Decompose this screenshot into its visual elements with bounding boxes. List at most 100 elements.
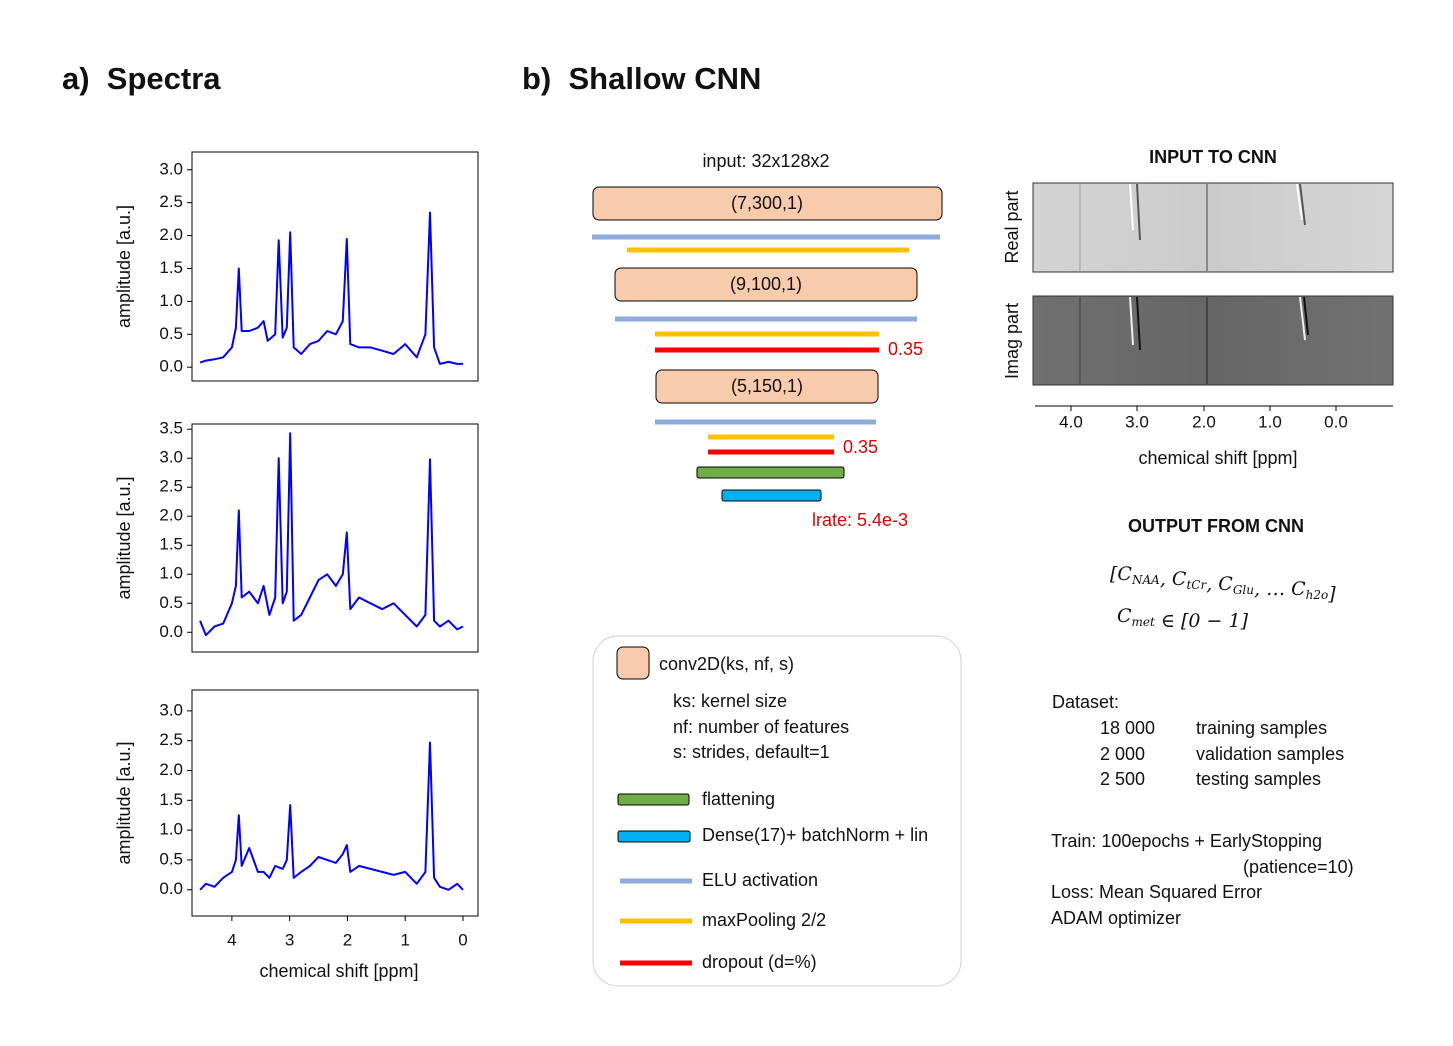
legend-text: flattening — [702, 789, 775, 809]
flatten-layer — [696, 466, 845, 479]
dropout-label: 0.35 — [843, 437, 878, 457]
formula-part: C — [1117, 563, 1132, 585]
imag-image-features — [1079, 296, 1309, 384]
y-tick-label: 0.0 — [159, 879, 183, 898]
panel-a-title: a) Spectra — [62, 61, 221, 96]
formula: [CNAA, CtCr, CGlu, … Ch2o] — [1110, 563, 1336, 605]
input-title: INPUT TO CNN — [1149, 147, 1277, 167]
formula-sub: tCr — [1186, 578, 1207, 592]
y-tick-label: 0.0 — [159, 622, 183, 641]
y-tick-label: 1.0 — [159, 291, 183, 310]
formula-part: ] — [1327, 583, 1336, 605]
training-text: Train: 100epochs + EarlyStopping — [1051, 831, 1322, 851]
training-text: ADAM optimizer — [1051, 908, 1181, 928]
dense-layer — [721, 489, 822, 502]
spectrum-line — [199, 432, 464, 637]
plot-frame — [191, 423, 479, 653]
y-tick-label: 3.5 — [159, 419, 183, 438]
y-tick-label: 2.5 — [159, 477, 183, 496]
output: OUTPUT FROM CNN [CNAA, CtCr, CGlu, … Ch2… — [1110, 516, 1336, 632]
x-tick-label: 3 — [285, 930, 294, 949]
y-tick-label: 2.5 — [159, 730, 183, 749]
dataset: Dataset: 18 000 training samples 2 000 v… — [1051, 692, 1354, 928]
legend-swatch — [617, 793, 690, 806]
conv-label: (5,150,1) — [731, 376, 803, 396]
y-tick-label: 0.5 — [159, 324, 183, 343]
y-tick-label: 3.0 — [159, 159, 183, 178]
image-tick-label: 0.0 — [1324, 412, 1348, 431]
y-tick-label: 1.0 — [159, 820, 183, 839]
formula-part: ∈ [0 − 1] — [1155, 610, 1249, 632]
y-axis-label: amplitude [a.u.] — [114, 205, 134, 328]
dataset-kind: training samples — [1196, 718, 1327, 738]
spectrum-line — [199, 211, 463, 365]
plot-frame — [191, 151, 479, 382]
y-tick-label: 1.0 — [159, 564, 183, 583]
image-ticks: 4.0 3.0 2.0 1.0 0.0 — [1059, 406, 1348, 431]
y-tick-label: 1.5 — [159, 535, 183, 554]
legend-note: s: strides, default=1 — [673, 742, 830, 762]
real-image-features — [1079, 183, 1306, 271]
legend-box — [592, 635, 962, 987]
input-label: input: 32x128x2 — [702, 151, 829, 171]
dataset-count: 18 000 — [1100, 718, 1155, 738]
panel-b-title: b) Shallow CNN — [522, 61, 761, 96]
formula-part: C — [1117, 605, 1132, 627]
dataset-kind: validation samples — [1196, 744, 1344, 764]
image-tick-label: 4.0 — [1059, 412, 1083, 431]
x-tick-label: 2 — [343, 930, 352, 949]
image-tick-label: 3.0 — [1125, 412, 1149, 431]
y-axis-label: amplitude [a.u.] — [114, 741, 134, 864]
imag-image — [1032, 295, 1394, 386]
image-xlabel: chemical shift [ppm] — [1138, 448, 1297, 468]
input-images: INPUT TO CNN Real part Imag part 4.0 3.0 2… — [1002, 147, 1394, 468]
y-tick-label: 3.0 — [159, 448, 183, 467]
dataset-count: 2 000 — [1100, 744, 1145, 764]
x-tick-label: 0 — [458, 930, 467, 949]
y-tick-label: 2.0 — [159, 225, 183, 244]
formula: Cmet ∈ [0 − 1] — [1117, 605, 1249, 632]
dataset-title: Dataset: — [1052, 692, 1119, 712]
formula-part: C — [1218, 573, 1233, 595]
y-tick-label: 2.5 — [159, 192, 183, 211]
spectrum-line — [199, 741, 464, 891]
formula-part: , … — [1254, 578, 1291, 600]
row-label: Real part — [1002, 190, 1022, 263]
formula-sub: NAA — [1131, 573, 1160, 587]
legend-text: dropout (d=%) — [702, 952, 817, 972]
output-title: OUTPUT FROM CNN — [1128, 516, 1304, 536]
conv-block — [592, 186, 943, 221]
y-axis-label: amplitude [a.u.] — [114, 476, 134, 599]
image-tick-label: 1.0 — [1258, 412, 1282, 431]
legend-note: nf: number of features — [673, 717, 849, 737]
cnn-diagram: input: 32x128x2 (7,300,1) (9,100,1) 0.35… — [592, 151, 943, 530]
formula-sub: Glu — [1233, 583, 1254, 597]
y-tick-label: 0.5 — [159, 849, 183, 868]
formula-part: C — [1291, 578, 1306, 600]
dropout-label: 0.35 — [888, 339, 923, 359]
y-tick-label: 0.0 — [159, 357, 183, 376]
lrate-label: lrate: 5.4e-3 — [812, 510, 908, 530]
y-tick-label: 1.5 — [159, 258, 183, 277]
conv-block — [655, 369, 879, 404]
x-tick-label: 4 — [227, 930, 236, 949]
spectra: 0.0 0.5 1.0 1.5 2.0 2.5 3.0 amplitude [a.u.] 0.0… — [114, 151, 479, 981]
y-tick-label: 1.5 — [159, 790, 183, 809]
y-tick-label: 2.0 — [159, 760, 183, 779]
y-tick-label: 0.5 — [159, 593, 183, 612]
formula-part: C — [1172, 568, 1187, 590]
legend-text: ELU activation — [702, 870, 818, 890]
conv-block — [614, 267, 918, 302]
formula-part: , — [1160, 568, 1172, 590]
legend-swatch — [616, 646, 650, 680]
row-label: Imag part — [1002, 303, 1022, 379]
training-text: (patience=10) — [1243, 857, 1354, 877]
legend: conv2D(ks, nf, s) ks: kernel size nf: nu… — [592, 635, 962, 987]
x-tick-label: 1 — [400, 930, 409, 949]
real-image — [1032, 182, 1394, 273]
formula-part: [ — [1110, 563, 1118, 585]
dataset-count: 2 500 — [1100, 769, 1145, 789]
conv-label: (7,300,1) — [731, 193, 803, 213]
y-tick-label: 3.0 — [159, 700, 183, 719]
